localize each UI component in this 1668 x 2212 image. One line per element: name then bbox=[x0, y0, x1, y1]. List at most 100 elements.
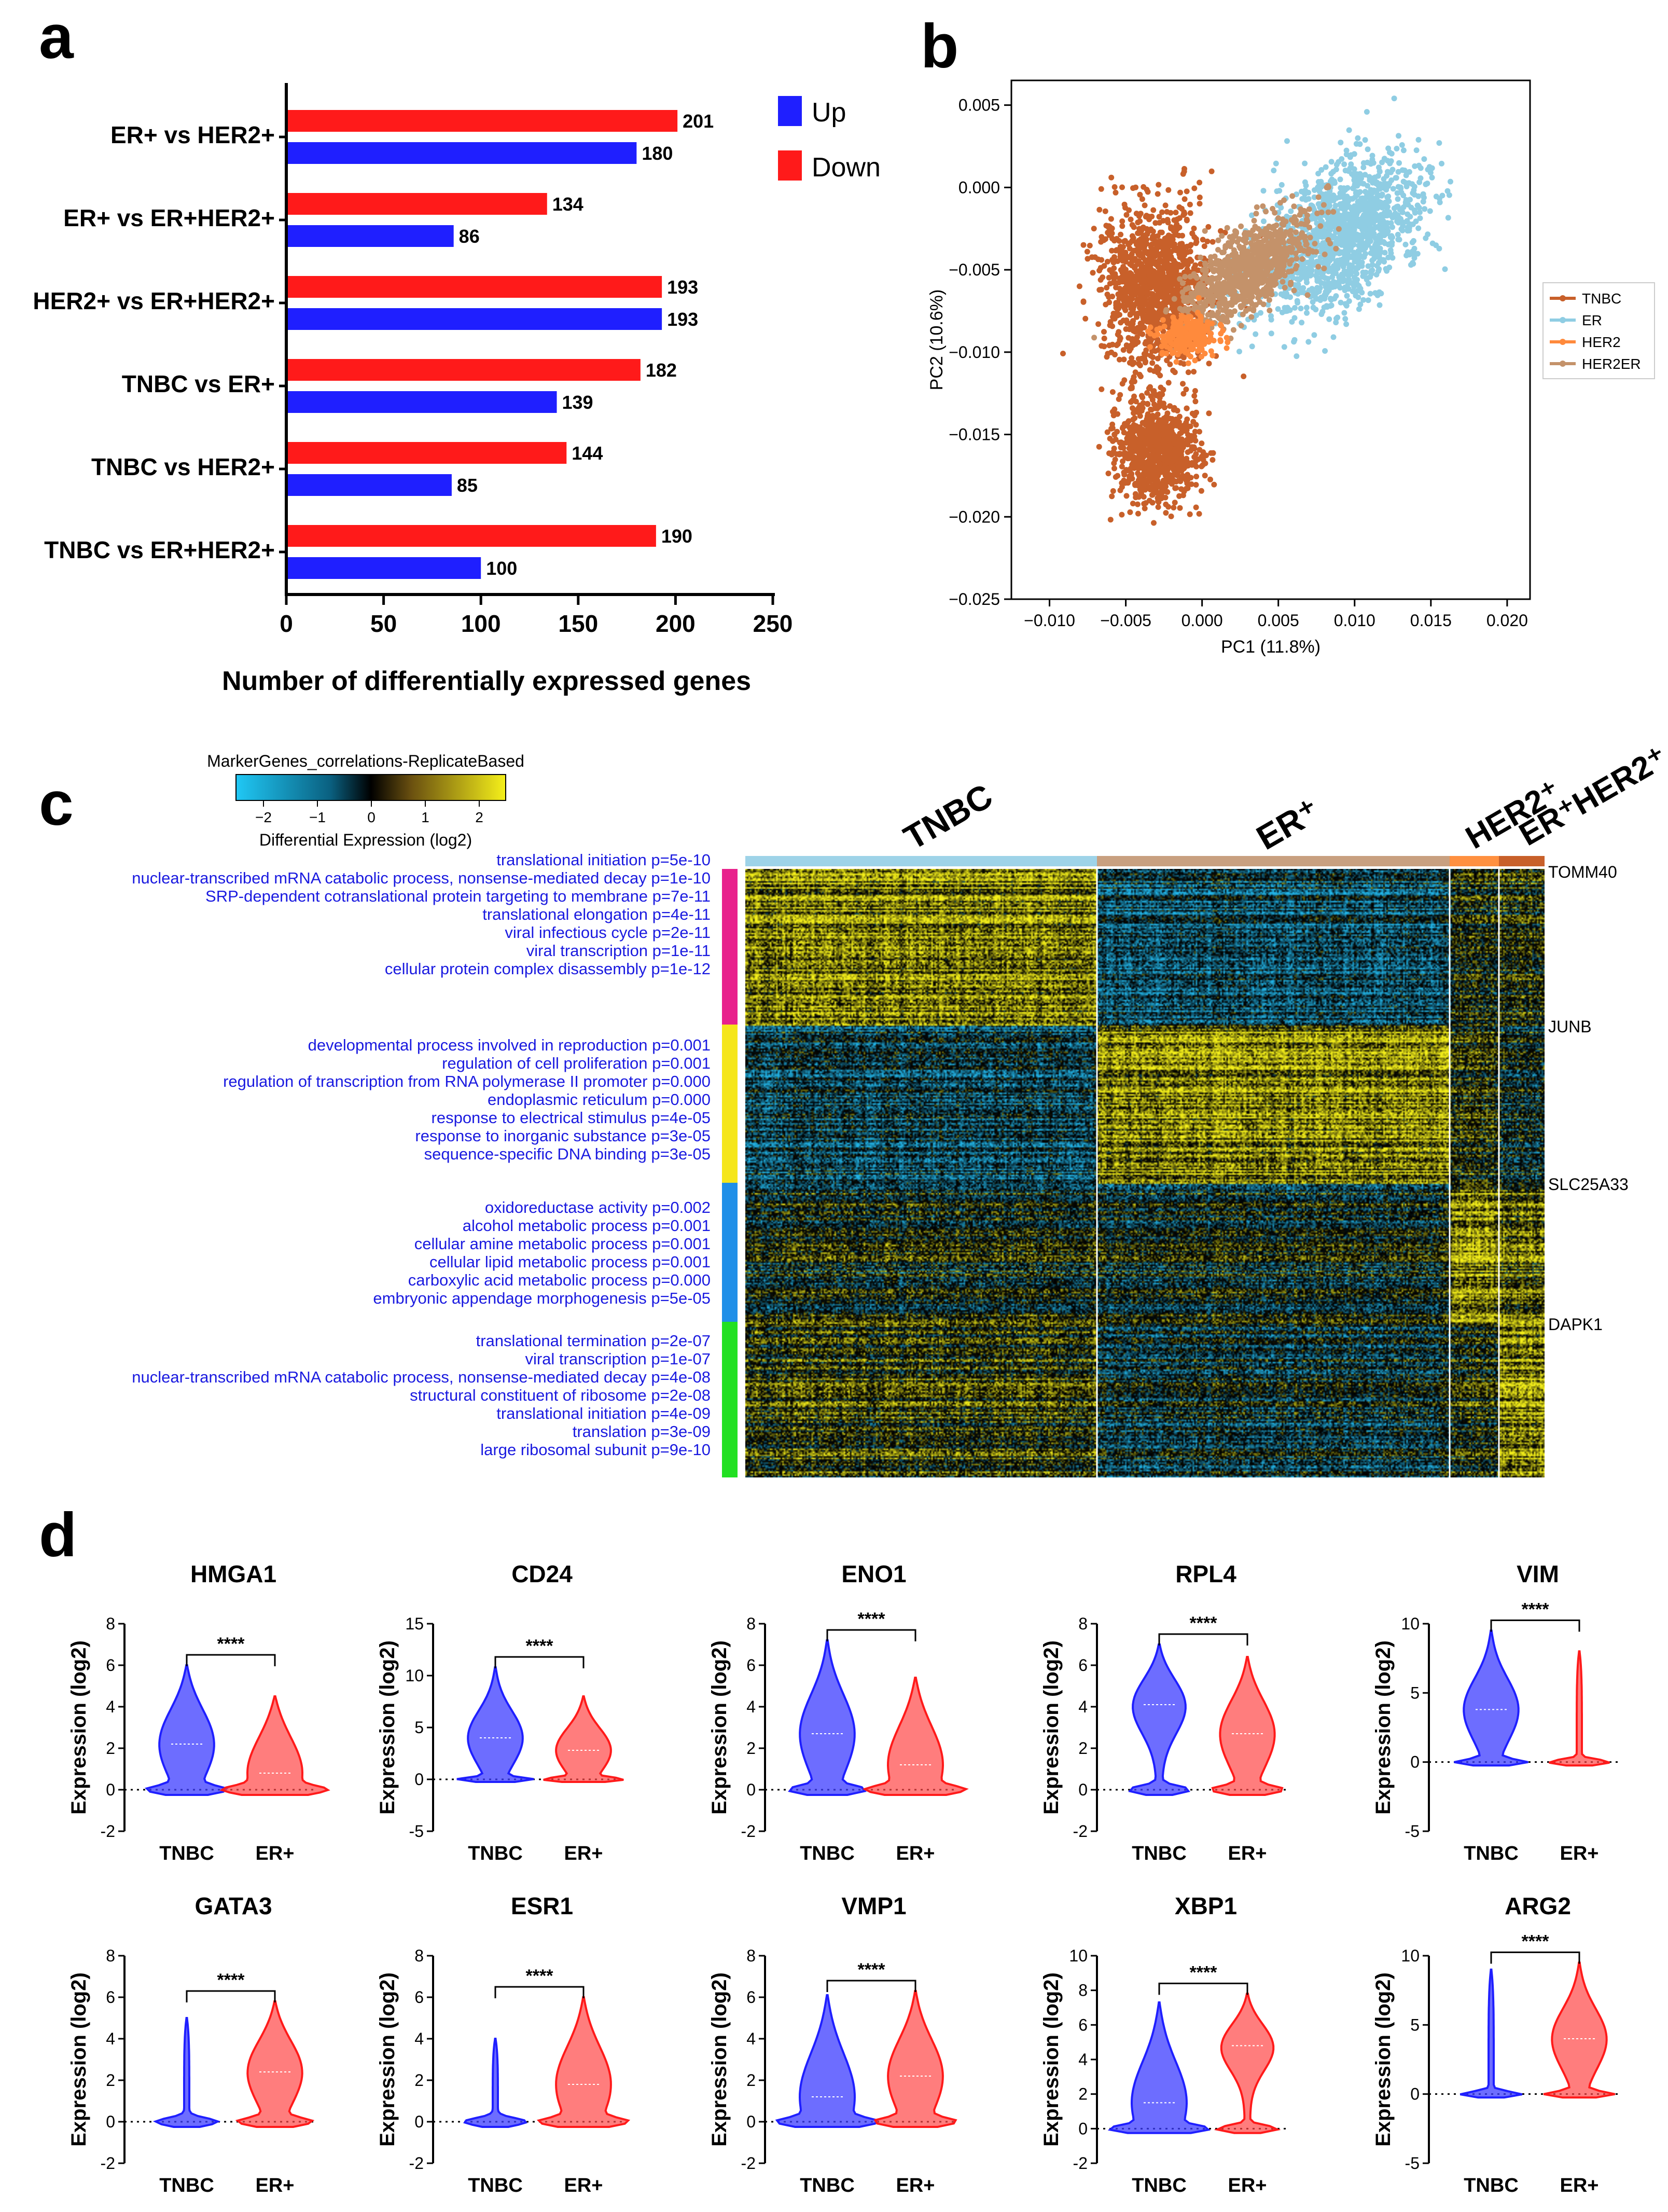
scatter-point bbox=[1118, 231, 1124, 238]
scatter-point bbox=[1144, 390, 1150, 396]
scatter-point bbox=[1219, 250, 1225, 256]
scatter-point bbox=[1142, 257, 1148, 263]
scatter-point bbox=[1433, 242, 1439, 248]
scatter-point bbox=[1185, 320, 1191, 326]
scatter-point bbox=[1129, 306, 1135, 312]
scatter-point bbox=[1246, 258, 1252, 264]
scatter-point bbox=[1342, 301, 1349, 307]
scatter-point bbox=[1127, 280, 1133, 285]
scatter-point bbox=[1105, 351, 1111, 357]
scatter-point bbox=[1395, 196, 1401, 202]
scatter-point bbox=[1236, 294, 1243, 300]
scatter-point bbox=[1060, 351, 1066, 356]
scatter-point bbox=[1134, 334, 1140, 340]
scatter-point bbox=[1260, 188, 1267, 194]
scatter-point bbox=[1281, 222, 1287, 228]
scatter-point bbox=[1137, 260, 1144, 267]
scatter-point bbox=[1367, 227, 1373, 233]
scatter-point bbox=[1153, 476, 1159, 482]
scatter-point bbox=[1266, 297, 1272, 303]
scatter-point bbox=[1341, 310, 1347, 316]
scatter-point bbox=[1140, 313, 1146, 319]
pca-legend-marker-0 bbox=[1560, 295, 1566, 301]
scatter-point bbox=[1302, 272, 1309, 278]
scatter-point bbox=[1148, 244, 1154, 250]
scatter-point bbox=[1263, 257, 1269, 263]
scatter-point bbox=[1236, 349, 1242, 355]
scatter-point bbox=[1169, 276, 1175, 282]
scatter-point bbox=[1214, 289, 1220, 295]
scatter-point bbox=[1302, 238, 1309, 244]
violin-ytick-label: -2 bbox=[101, 1822, 115, 1841]
scatter-point bbox=[1325, 288, 1330, 295]
violin-ytick-label: 0 bbox=[106, 2112, 115, 2131]
scatter-point bbox=[1280, 279, 1286, 285]
scatter-point bbox=[1144, 400, 1150, 407]
scatter-point bbox=[1232, 299, 1239, 305]
scatter-point bbox=[1388, 250, 1394, 256]
scatter-point bbox=[1313, 307, 1319, 313]
scatter-point bbox=[1149, 412, 1156, 419]
scatter-point bbox=[1275, 242, 1282, 248]
scatter-point bbox=[1357, 253, 1364, 259]
scatter-point bbox=[1344, 230, 1350, 236]
scatter-point bbox=[1339, 232, 1345, 238]
go-term-2-1: alcohol metabolic process p=0.001 bbox=[463, 1216, 711, 1235]
scatter-point bbox=[1353, 141, 1359, 147]
scatter-point bbox=[1156, 182, 1162, 188]
violin-ytick-label: 8 bbox=[106, 1946, 115, 1965]
scatter-point bbox=[1399, 218, 1405, 225]
scatter-point bbox=[1291, 214, 1298, 220]
scatter-point bbox=[1338, 140, 1344, 146]
scatter-point bbox=[1163, 239, 1170, 245]
scatter-point bbox=[1192, 428, 1198, 435]
scatter-point bbox=[1139, 405, 1146, 411]
scatter-point bbox=[1315, 184, 1322, 189]
scatter-point bbox=[1208, 254, 1214, 260]
scatter-point bbox=[1159, 468, 1165, 474]
go-term-0-1: nuclear-transcribed mRNA catabolic proce… bbox=[132, 869, 711, 887]
violin-ytick-label: 2 bbox=[414, 2071, 424, 2090]
scatter-point bbox=[1388, 150, 1395, 157]
scatter-point bbox=[1199, 463, 1205, 469]
scatter-point bbox=[1252, 266, 1258, 272]
scatter-point bbox=[1370, 160, 1377, 166]
heatmap-col-label-er: ER⁺ bbox=[1250, 791, 1326, 857]
scatter-point bbox=[1232, 251, 1239, 256]
scatter-point bbox=[1362, 172, 1368, 178]
scatter-point bbox=[1155, 504, 1161, 510]
scatter-point bbox=[1345, 286, 1352, 292]
scatter-point bbox=[1112, 457, 1118, 463]
scatter-point bbox=[1162, 202, 1169, 209]
scatter-point bbox=[1170, 350, 1175, 356]
scatter-point bbox=[1355, 265, 1361, 271]
scatter-point bbox=[1302, 187, 1308, 193]
scatter-point bbox=[1087, 242, 1093, 248]
scatter-point bbox=[1157, 372, 1163, 379]
scatter-point bbox=[1167, 283, 1174, 289]
scatter-point bbox=[1212, 275, 1218, 282]
scatter-point bbox=[1109, 230, 1115, 237]
scatter-point bbox=[1388, 212, 1394, 218]
scatter-point bbox=[1160, 432, 1166, 438]
scatter-point bbox=[1132, 288, 1138, 294]
scatter-point bbox=[1219, 289, 1226, 295]
violin-ytick-label: 2 bbox=[1078, 1739, 1088, 1758]
module-color-bar-2 bbox=[722, 1183, 738, 1322]
scatter-point bbox=[1305, 196, 1312, 202]
scatter-point bbox=[1166, 425, 1173, 431]
scatter-point bbox=[1274, 267, 1280, 273]
scatter-point bbox=[1113, 284, 1119, 291]
scatter-point bbox=[1142, 419, 1148, 425]
scatter-point bbox=[1149, 473, 1156, 479]
scatter-point bbox=[1118, 320, 1124, 326]
scatter-point bbox=[1403, 172, 1409, 178]
scatter-point bbox=[1168, 340, 1174, 347]
scatter-point bbox=[1098, 186, 1104, 192]
bar-down-label-0: 201 bbox=[683, 110, 714, 132]
scatter-point bbox=[1349, 206, 1355, 212]
